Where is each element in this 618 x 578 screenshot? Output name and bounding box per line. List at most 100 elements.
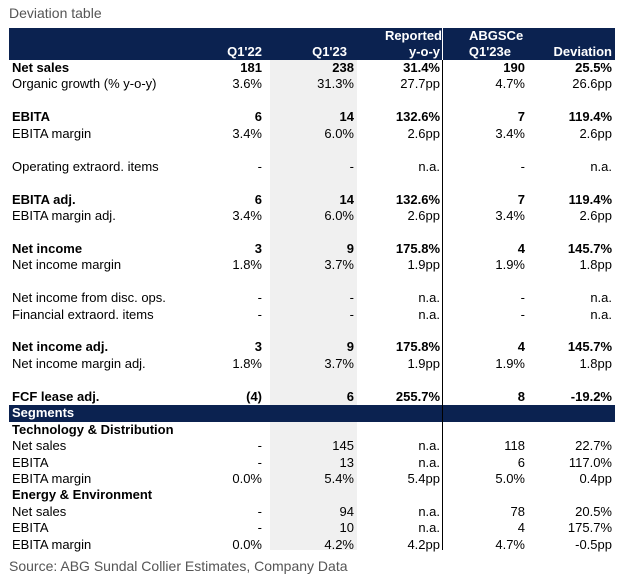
cell-deviation: 20.5% (575, 503, 612, 519)
table-row: EBITA - 10 n.a. 4 175.7% (9, 520, 615, 536)
cell-yoy: 2.6pp (407, 207, 440, 223)
cell-yoy: 31.4% (403, 60, 440, 75)
cell-q1-23: 94 (339, 503, 354, 519)
cell-q1-23: 31.3% (317, 76, 354, 92)
header-group-reported-label: Reported (384, 28, 442, 43)
table-row (9, 372, 615, 388)
cell-q1-23e: 1.9% (495, 257, 525, 273)
cell-yoy: n.a. (418, 158, 440, 174)
table-row: Net income margin 1.8% 3.7% 1.9pp 1.9% 1.8pp (9, 257, 615, 273)
cell-q1-23: - (349, 158, 354, 174)
cell-deviation: 119.4% (568, 191, 612, 207)
cell-q1-22: 0.0% (232, 536, 262, 552)
cell-q1-22: - (257, 503, 262, 519)
cell-yoy: 132.6% (395, 191, 440, 207)
cell-q1-22: - (257, 520, 262, 536)
cell-q1-22: - (257, 438, 262, 454)
header-col-q1-22: Q1'22 (227, 44, 262, 59)
table-row: Net sales - 94 n.a. 78 20.5% (9, 504, 615, 520)
row-label: EBITA (12, 520, 49, 536)
cell-deviation: 145.7% (567, 339, 612, 355)
table-row (9, 323, 615, 339)
header-group-estimate: ABGSCe (469, 28, 524, 43)
cell-q1-23: 14 (339, 109, 354, 125)
cell-yoy: 1.9pp (407, 355, 440, 371)
cell-q1-23: 238 (332, 60, 354, 75)
cell-yoy: 27.7pp (400, 76, 440, 92)
cell-q1-22: 6 (254, 109, 262, 125)
cell-q1-23: 6.0% (324, 125, 354, 141)
cell-q1-23e: 3.4% (495, 125, 525, 141)
row-label: Net sales (12, 503, 67, 519)
header-col-deviation: Deviation (553, 44, 612, 59)
row-label: Net income adj. (12, 339, 109, 355)
table-row: Net income adj. 3 9 175.8% 4 145.7% (9, 339, 615, 355)
cell-q1-22: - (257, 158, 262, 174)
cell-q1-23e: - (520, 158, 525, 174)
cell-q1-23: 10 (339, 520, 354, 536)
header-group-reported: Reported (9, 28, 442, 43)
header-divider (442, 28, 443, 60)
row-label: Financial extraord. items (12, 306, 154, 322)
reported-q1-23-column-shading (270, 60, 357, 550)
cell-deviation: 2.6pp (579, 207, 612, 223)
cell-yoy: n.a. (418, 306, 440, 322)
cell-deviation: -19.2% (570, 388, 612, 404)
table-header: Reported ABGSCe Q1'22 Q1'23 y-o-y Q1'23e… (9, 28, 615, 60)
cell-yoy: 175.8% (395, 240, 440, 256)
cell-yoy: 2.6pp (407, 125, 440, 141)
cell-q1-23e: 118 (504, 438, 525, 454)
cell-q1-23e: 6 (517, 454, 525, 470)
cell-q1-22: - (257, 290, 262, 306)
cell-q1-22: 3 (254, 240, 262, 256)
cell-q1-23: 6 (346, 388, 354, 404)
cell-yoy: 4.2pp (407, 536, 440, 552)
segments-header-row: Segments (9, 405, 615, 422)
row-label: Energy & Environment (12, 487, 153, 503)
table-row: Operating extraord. items - - n.a. - n.a. (9, 159, 615, 175)
cell-deviation: 117.0% (568, 454, 612, 470)
row-label: FCF lease adj. (12, 388, 100, 404)
table-row (9, 93, 615, 109)
table-row: Net income margin adj. 1.8% 3.7% 1.9pp 1.9% 1… (9, 356, 615, 372)
cell-q1-23e: 7 (517, 109, 525, 125)
cell-deviation: 1.8pp (579, 355, 612, 371)
table-row: Energy & Environment (9, 487, 615, 503)
row-label: Net income margin (12, 257, 122, 273)
cell-q1-22: 3 (254, 339, 262, 355)
cell-q1-23: 145 (332, 438, 354, 454)
row-label: EBITA (12, 454, 49, 470)
cell-q1-23e: - (520, 290, 525, 306)
table-row: EBITA adj. 6 14 132.6% 7 119.4% (9, 192, 615, 208)
table-row: EBITA 6 14 132.6% 7 119.4% (9, 109, 615, 125)
cell-yoy: 132.6% (395, 109, 440, 125)
cell-q1-22: 3.4% (232, 207, 262, 223)
source-note: Source: ABG Sundal Collier Estimates, Co… (9, 558, 348, 574)
row-label: Net income (12, 240, 83, 256)
table-row (9, 224, 615, 240)
cell-deviation: n.a. (590, 290, 612, 306)
cell-q1-22: 1.8% (232, 355, 262, 371)
table-row: Net sales - 145 n.a. 118 22.7% (9, 438, 615, 454)
cell-q1-23e: - (520, 306, 525, 322)
cell-q1-23e: 4.7% (495, 536, 525, 552)
cell-q1-22: (4) (246, 388, 262, 404)
row-label: EBITA margin (12, 470, 92, 486)
row-label: EBITA (12, 109, 51, 125)
table-row: EBITA margin adj. 3.4% 6.0% 2.6pp 3.4% 2.6pp (9, 208, 615, 224)
cell-q1-23e: 190 (503, 60, 525, 75)
cell-q1-22: 3.4% (232, 125, 262, 141)
cell-q1-23: 13 (339, 454, 354, 470)
cell-q1-23e: 4 (517, 240, 525, 256)
cell-q1-22: 6 (254, 191, 262, 207)
cell-q1-22: 0.0% (232, 470, 262, 486)
table-row: Net income 3 9 175.8% 4 145.7% (9, 241, 615, 257)
cell-q1-22: - (257, 306, 262, 322)
cell-yoy: 1.9pp (407, 257, 440, 273)
table-row (9, 175, 615, 191)
row-label: Organic growth (% y-o-y) (12, 76, 157, 92)
cell-q1-22: 1.8% (232, 257, 262, 273)
cell-q1-23: 4.2% (324, 536, 354, 552)
row-label: Technology & Distribution (12, 421, 174, 437)
header-col-yoy: y-o-y (408, 44, 440, 59)
